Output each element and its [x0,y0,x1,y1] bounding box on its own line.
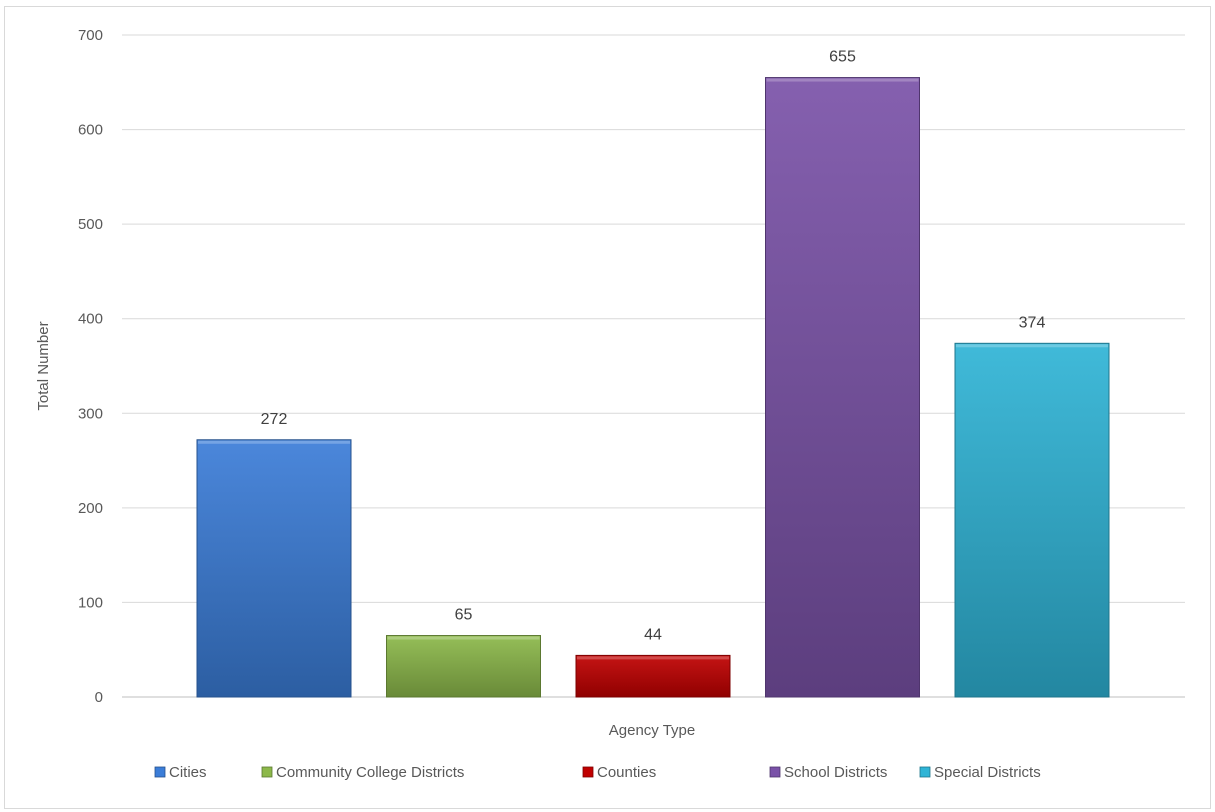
bars [196,77,1110,698]
y-tick-label: 500 [78,216,103,233]
legend-swatch [769,766,781,778]
legend: Cities Community College Districts Countie… [154,764,1041,781]
y-axis-title: Total Number [35,321,52,410]
legend-item: Special Districts [919,764,1041,781]
legend-label: Cities [169,764,207,781]
data-label: 655 [829,49,856,66]
bar-counties [575,654,731,698]
bar-highlight [387,636,540,640]
bar-highlight [956,344,1108,348]
legend-label: Community College Districts [276,764,464,781]
bar-highlight [577,656,729,660]
bar-community-college-districts [386,635,541,698]
y-tick-label: 100 [78,594,103,611]
y-tick-label: 0 [95,689,103,706]
legend-label: Special Districts [934,764,1041,781]
y-axis-ticks: 0 100 200 300 400 500 600 700 [78,27,103,706]
legend-swatch [154,766,166,778]
y-tick-label: 300 [78,405,103,422]
y-tick-label: 600 [78,122,103,139]
bar-highlight [766,78,919,82]
legend-item: School Districts [769,764,887,781]
y-tick-label: 200 [78,500,103,517]
bar-special-districts [954,342,1110,698]
data-labels: 272 65 44 655 374 [261,49,1046,644]
y-tick-label: 700 [78,27,103,44]
legend-swatch [919,766,931,778]
legend-item: Community College Districts [261,764,464,781]
bar-highlight [198,440,350,444]
bar-school-districts [765,77,920,698]
legend-item: Counties [582,764,656,781]
data-label: 374 [1019,314,1046,331]
x-axis-title: Agency Type [609,722,695,739]
data-label: 65 [455,607,473,624]
y-tick-label: 400 [78,311,103,328]
bar-cities [196,439,352,698]
legend-label: Counties [597,764,656,781]
legend-swatch [582,766,594,778]
legend-swatch [261,766,273,778]
legend-item: Cities [154,764,207,781]
data-label: 272 [261,411,288,428]
legend-label: School Districts [784,764,887,781]
data-label: 44 [644,626,662,643]
